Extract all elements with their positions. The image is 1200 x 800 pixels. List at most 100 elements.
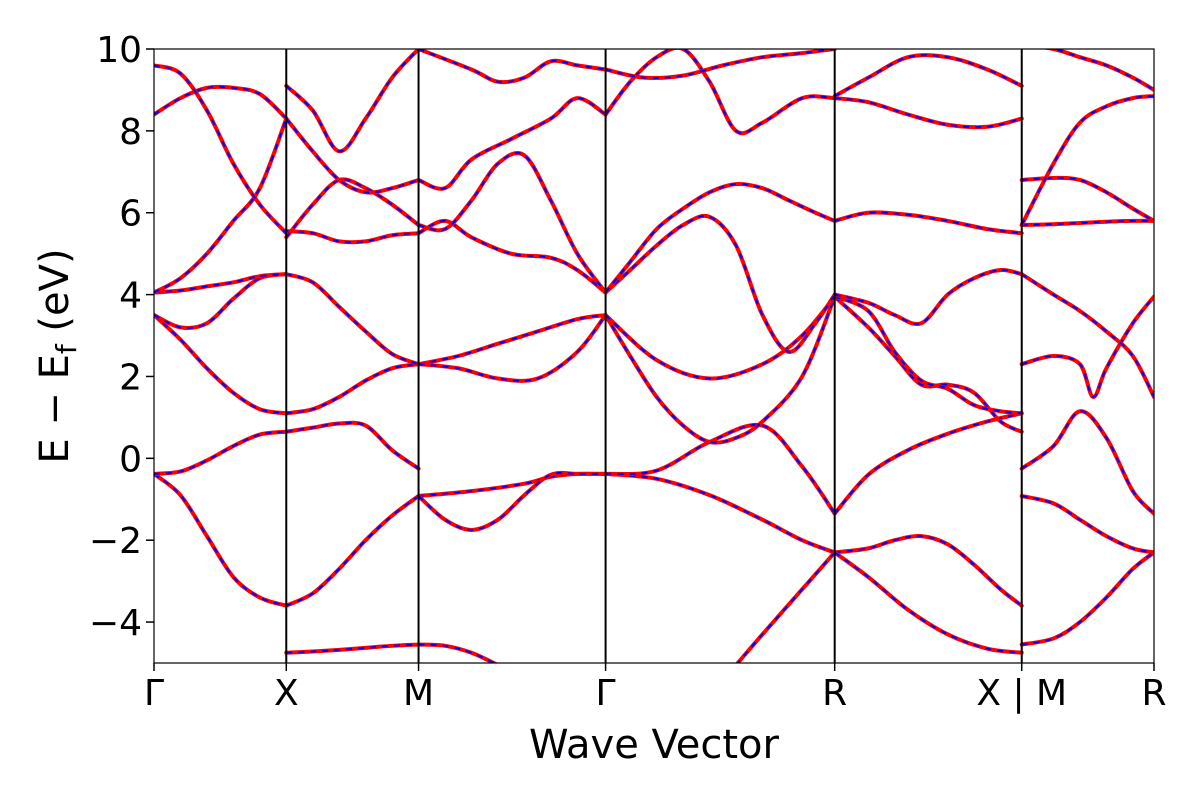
- band-6-segment-4-line: [832, 96, 1024, 130]
- band-3-segment-4-dashed-line: [834, 295, 1022, 415]
- band-2-segment-3-dashed-line: [604, 296, 836, 444]
- band-3-segment-2-dashed-line: [418, 314, 607, 382]
- band-1-segment-3-dashed-line: [605, 423, 836, 515]
- band-1-segment-0-line: [154, 429, 289, 476]
- band-2-segment-1-dashed-line: [286, 363, 419, 415]
- band-8-segment-4-dashed-line: [1021, 551, 1154, 646]
- band-8-segment-2-dashed-line: [736, 551, 836, 663]
- band-7-segment-1-dashed-line: [285, 49, 420, 153]
- y-axis-title-subscript: f: [50, 343, 83, 354]
- y-axis: −4 −2 0 2 4 6 8 10: [89, 30, 154, 644]
- band-8-segment-1-dashed-line: [418, 643, 496, 663]
- y-axis-title: E − Ef (eV): [32, 248, 83, 463]
- band-7-segment-0-line: [154, 63, 289, 236]
- band-6-segment-5-dashed-line: [1020, 95, 1154, 226]
- band-0-segment-1-dashed-line: [285, 495, 420, 607]
- band-2-segment-2-dashed-line: [418, 314, 606, 366]
- band-5-segment-3-dashed-line: [604, 182, 836, 294]
- band-3-segment-5-dashed-line: [1021, 273, 1154, 398]
- band-3-segment-1-dashed-line: [285, 273, 419, 366]
- band-4-segment-4-line: [832, 267, 1024, 327]
- band-4-segment-5-dashed-line: [1021, 219, 1154, 227]
- band-3-segment-0-dashed-line: [154, 273, 287, 329]
- band-0-segment-0-dashed-line: [154, 473, 287, 607]
- x-tick-label: Γ: [596, 673, 616, 714]
- x-tick-label: X: [274, 673, 299, 714]
- band-8-segment-0-dashed-line: [286, 643, 419, 654]
- band-6-segment-3-dashed-line: [604, 49, 835, 135]
- y-axis-title-main: E − E: [32, 354, 78, 464]
- band-0-segment-1-line: [284, 493, 421, 608]
- x-tick-label: X | M: [976, 673, 1067, 714]
- band-5-segment-0-dashed-line: [154, 118, 288, 294]
- x-tick-label: M: [403, 673, 434, 714]
- band-6-segment-1-dashed-line: [285, 117, 419, 194]
- band-7-segment-5-dashed-line: [1047, 49, 1154, 91]
- band-3-segment-4-line: [832, 294, 1024, 416]
- band-0-segment-3-dashed-line: [605, 472, 836, 554]
- band-4-segment-0-dashed-line: [154, 273, 287, 294]
- band-8-segment-3-line: [832, 550, 1024, 655]
- band-2-segment-0-line: [154, 313, 289, 416]
- band-6-segment-2-dashed-line: [418, 97, 607, 190]
- band-7-segment-3-dashed-line: [605, 49, 835, 80]
- band-3-segment-2-line: [416, 313, 608, 383]
- y-tick-label: −4: [89, 603, 142, 644]
- band-4-segment-3-dashed-line: [604, 214, 836, 353]
- band-0-segment-5-dashed-line: [1021, 495, 1154, 554]
- band-7-segment-2-dashed-line: [418, 49, 606, 84]
- band-5-segment-5-dashed-line: [1021, 176, 1154, 222]
- y-tick-label: 8: [119, 112, 142, 153]
- band-6-segment-2-line: [416, 96, 608, 191]
- band-5-segment-3-line: [603, 181, 837, 295]
- band-1-segment-0-dashed-line: [154, 430, 287, 475]
- band-4-segment-3-line: [603, 213, 837, 354]
- band-2-segment-3-line: [603, 294, 837, 445]
- band-4-segment-4-dashed-line: [834, 268, 1022, 326]
- band-3-segment-3-line: [603, 294, 837, 381]
- y-tick-label: 6: [119, 194, 142, 235]
- band-3-segment-1-line: [284, 272, 421, 367]
- band-1-segment-2-dashed-line: [417, 471, 606, 531]
- band-5-segment-4-dashed-line: [834, 211, 1022, 235]
- band-2-segment-0-dashed-line: [154, 314, 287, 415]
- band-2-segment-5-dashed-line: [1021, 296, 1154, 398]
- band-7-segment-4-line: [832, 53, 1024, 99]
- x-tick-label: R: [822, 673, 847, 714]
- band-0-segment-4-dashed-line: [834, 535, 1023, 607]
- y-axis-title-unit: (eV): [32, 248, 78, 344]
- band-7-segment-0-dashed-line: [154, 64, 288, 234]
- y-tick-label: 4: [119, 276, 142, 317]
- band-7-segment-5-line: [1040, 49, 1154, 92]
- y-tick-label: 2: [119, 357, 142, 398]
- band-6-segment-4-dashed-line: [834, 97, 1022, 129]
- band-6-segment-0-line: [154, 84, 289, 121]
- y-tick-label: 10: [96, 30, 142, 71]
- band-1-segment-4-line: [832, 411, 1024, 516]
- x-tick-label: R: [1141, 673, 1166, 714]
- x-tick-label: Γ: [144, 673, 164, 714]
- band-6-segment-5-line: [1019, 94, 1154, 228]
- band-2-segment-1-line: [284, 362, 421, 416]
- bands-layer: [154, 49, 1154, 663]
- band-5-segment-0-line: [154, 116, 289, 295]
- band-1-segment-4-dashed-line: [833, 412, 1022, 515]
- high-symmetry-lines: [285, 49, 1023, 663]
- band-0-segment-3-line: [603, 471, 837, 555]
- band-3-segment-3-dashed-line: [604, 296, 836, 380]
- band-4-segment-1-dashed-line: [286, 230, 419, 244]
- band-4-segment-2-dashed-line: [418, 219, 607, 294]
- x-axis-title: Wave Vector: [529, 722, 780, 768]
- band-7-segment-4-dashed-line: [834, 54, 1023, 97]
- y-tick-label: −2: [89, 521, 142, 562]
- band-5-segment-2-dashed-line: [418, 152, 607, 294]
- band-6-segment-0-dashed-line: [154, 85, 287, 120]
- band-4-segment-1-line: [284, 229, 421, 245]
- band-1-segment-1-line: [284, 420, 421, 471]
- band-0-segment-0-line: [154, 471, 289, 608]
- band-8-segment-3-dashed-line: [834, 551, 1022, 654]
- band-1-segment-5-dashed-line: [1021, 410, 1154, 515]
- band-7-segment-1-line: [284, 49, 421, 154]
- band-2-segment-5-line: [1019, 294, 1154, 399]
